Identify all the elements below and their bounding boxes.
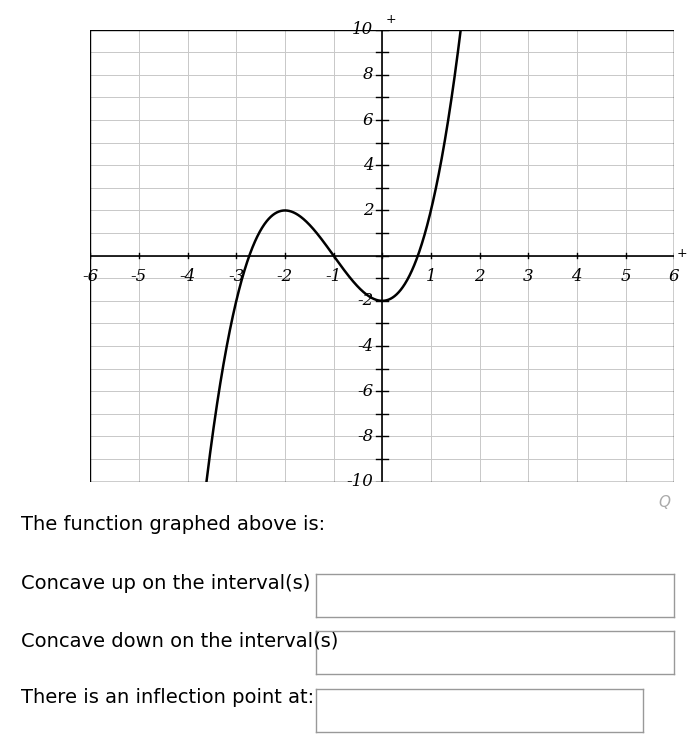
Text: 2: 2 bbox=[474, 268, 485, 285]
Text: Concave down on the interval(s): Concave down on the interval(s) bbox=[21, 631, 338, 651]
Text: 10: 10 bbox=[352, 21, 373, 38]
Text: Q: Q bbox=[658, 495, 671, 511]
Text: -4: -4 bbox=[179, 268, 196, 285]
Text: There is an inflection point at:: There is an inflection point at: bbox=[21, 688, 314, 707]
Text: 6: 6 bbox=[363, 112, 373, 128]
Text: -10: -10 bbox=[347, 473, 373, 490]
Text: 3: 3 bbox=[523, 268, 534, 285]
Text: 5: 5 bbox=[620, 268, 631, 285]
Text: +: + bbox=[386, 13, 396, 26]
Text: -2: -2 bbox=[357, 293, 373, 309]
Text: 4: 4 bbox=[363, 157, 373, 173]
Text: 4: 4 bbox=[571, 268, 582, 285]
Text: 8: 8 bbox=[363, 67, 373, 83]
Text: The function graphed above is:: The function graphed above is: bbox=[21, 515, 325, 534]
Text: -6: -6 bbox=[357, 383, 373, 399]
Text: 1: 1 bbox=[425, 268, 436, 285]
Text: -3: -3 bbox=[228, 268, 245, 285]
Text: -1: -1 bbox=[325, 268, 342, 285]
Text: +: + bbox=[677, 247, 687, 260]
Text: -4: -4 bbox=[357, 338, 373, 354]
Text: Concave up on the interval(s): Concave up on the interval(s) bbox=[21, 574, 310, 594]
Text: 2: 2 bbox=[363, 202, 373, 219]
Text: -6: -6 bbox=[82, 268, 99, 285]
Text: 6: 6 bbox=[669, 268, 680, 285]
Text: -5: -5 bbox=[131, 268, 147, 285]
Text: -8: -8 bbox=[357, 428, 373, 445]
Text: -2: -2 bbox=[277, 268, 293, 285]
